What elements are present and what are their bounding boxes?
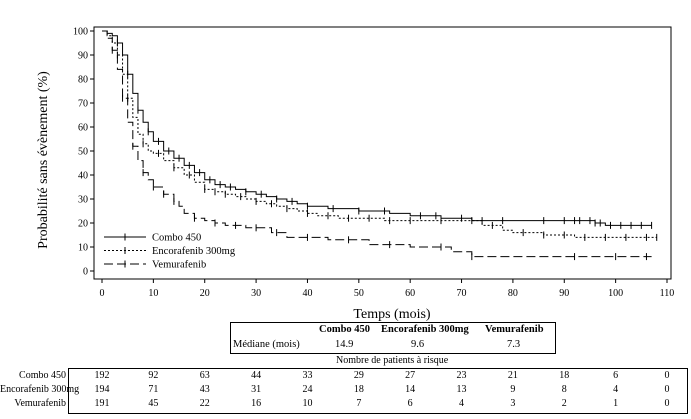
- risk-row-name: Combo 450: [19, 370, 66, 381]
- risk-cell: 191: [94, 398, 110, 409]
- median-header-vemurafenib: Vemurafenib: [485, 324, 544, 335]
- risk-cell: 24: [302, 384, 313, 395]
- y-axis-label: Probabilité sans évènement (%): [36, 71, 51, 249]
- risk-cell: 10: [302, 398, 313, 409]
- km-curve-2: [102, 30, 657, 238]
- risk-row-name: Vemurafenib: [14, 398, 66, 409]
- risk-cell: 1: [613, 398, 619, 409]
- median-value-encorafenib: 9.6: [411, 339, 425, 350]
- median-value-combo: 14.9: [335, 339, 354, 350]
- risk-cell: 31: [251, 384, 262, 395]
- y-tick-label: 20: [78, 219, 88, 230]
- risk-cell: 44: [251, 370, 262, 381]
- risk-cell: 194: [94, 384, 110, 395]
- median-row-label: Médiane (mois): [233, 339, 300, 350]
- risk-row-name: Encorafenib 300mg: [0, 384, 80, 395]
- y-tick-label: 10: [78, 243, 88, 254]
- median-header-encorafenib: Encorafenib 300mg: [381, 324, 469, 335]
- risk-cell: 4: [613, 384, 619, 395]
- risk-cell: 7: [356, 398, 362, 409]
- risk-cell: 6: [407, 398, 413, 409]
- y-tick-label: 60: [78, 123, 88, 134]
- x-tick-label: 70: [457, 288, 467, 299]
- risk-cell: 22: [199, 398, 210, 409]
- median-value-vemurafenib: 7.3: [507, 339, 521, 350]
- y-tick-label: 0: [83, 267, 88, 278]
- x-tick-label: 0: [100, 288, 105, 299]
- y-tick-label: 50: [78, 147, 88, 158]
- risk-cell: 33: [302, 370, 313, 381]
- x-tick-label: 110: [660, 288, 675, 299]
- legend-label: Combo 450: [152, 233, 201, 244]
- risk-table-box: [68, 368, 688, 414]
- risk-cell: 18: [353, 384, 364, 395]
- y-tick-label: 70: [78, 99, 88, 110]
- plot-area: 0 10 20 30 40 50 60 70 80 90 100 110 0 10 20 30 40 50 60 70…: [73, 26, 675, 299]
- risk-cell: 92: [148, 370, 159, 381]
- x-tick-label: 90: [559, 288, 569, 299]
- risk-cell: 3: [510, 398, 516, 409]
- risk-cell: 0: [664, 398, 670, 409]
- risk-table-section: Nombre de patients à risque Combo 450 192…: [0, 355, 691, 415]
- km-curve-3: [102, 30, 652, 258]
- risk-table-title: Nombre de patients à risque: [336, 355, 449, 366]
- risk-cell: 9: [510, 384, 516, 395]
- legend-label: Encorafenib 300mg: [152, 246, 236, 257]
- risk-cell: 29: [353, 370, 364, 381]
- risk-cell: 23: [456, 370, 467, 381]
- x-tick-label: 30: [251, 288, 261, 299]
- risk-cell: 2: [561, 398, 567, 409]
- risk-cell: 18: [559, 370, 570, 381]
- risk-cell: 63: [199, 370, 210, 381]
- x-tick-label: 50: [354, 288, 364, 299]
- x-tick-label: 40: [302, 288, 312, 299]
- risk-cell: 45: [148, 398, 159, 409]
- y-tick-label: 90: [78, 51, 88, 62]
- y-tick-label: 80: [78, 75, 88, 86]
- risk-cell: 14: [405, 384, 416, 395]
- x-tick-label: 60: [405, 288, 415, 299]
- plot-frame: [93, 26, 672, 280]
- y-tick-label: 30: [78, 195, 88, 206]
- legend-label: Vemurafenib: [152, 260, 206, 271]
- risk-cell: 4: [459, 398, 465, 409]
- x-tick-label: 10: [148, 288, 158, 299]
- risk-cell: 21: [507, 370, 518, 381]
- x-axis-label: Temps (mois): [353, 307, 431, 322]
- x-tick-label: 100: [608, 288, 623, 299]
- risk-cell: 192: [94, 370, 110, 381]
- risk-cell: 13: [456, 384, 467, 395]
- median-header-combo: Combo 450: [319, 324, 371, 335]
- risk-cell: 0: [664, 370, 670, 381]
- y-tick-label: 100: [73, 27, 88, 38]
- risk-cell: 8: [561, 384, 567, 395]
- risk-cell: 16: [251, 398, 262, 409]
- x-tick-label: 80: [508, 288, 518, 299]
- risk-cell: 71: [148, 384, 159, 395]
- median-table: Combo 450 Encorafenib 300mg Vemurafenib …: [230, 322, 556, 354]
- risk-cell: 6: [613, 370, 619, 381]
- risk-cell: 27: [405, 370, 416, 381]
- risk-cell: 43: [199, 384, 210, 395]
- km-curve-1: [102, 30, 652, 226]
- y-tick-label: 40: [78, 171, 88, 182]
- risk-cell: 0: [664, 384, 670, 395]
- x-tick-label: 20: [200, 288, 210, 299]
